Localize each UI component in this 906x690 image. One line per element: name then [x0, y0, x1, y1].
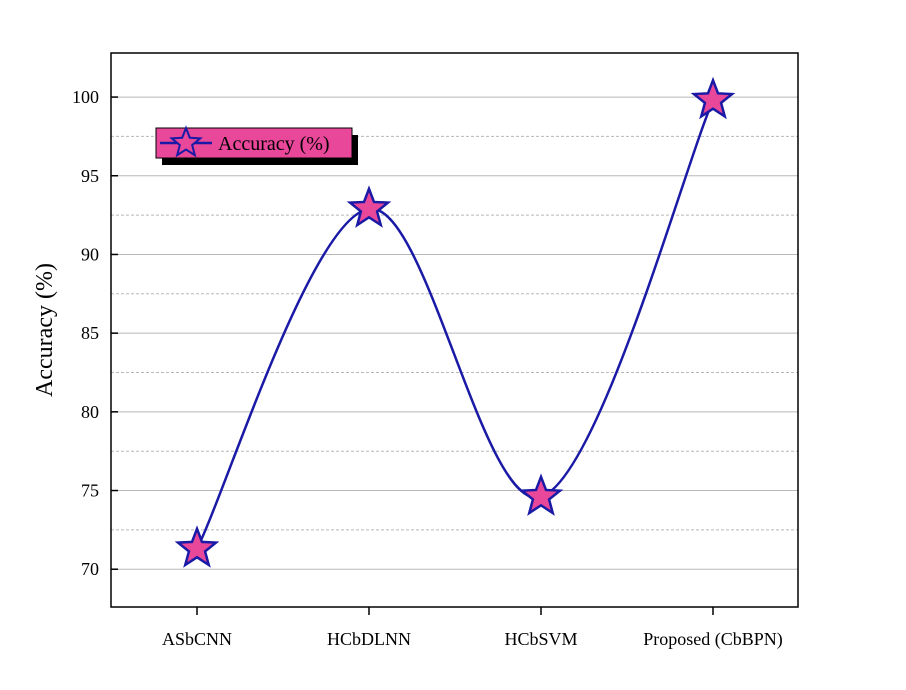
grid-lines [111, 96, 798, 570]
data-point-star [690, 76, 736, 120]
x-tick-label: ASbCNN [162, 629, 232, 649]
y-tick-label: 90 [81, 244, 99, 264]
x-tick-label: HCbSVM [504, 629, 577, 649]
legend-star-marker [169, 125, 203, 158]
y-tick-label: 70 [81, 559, 99, 579]
y-tick-label: 80 [81, 402, 99, 422]
y-tick-label: 95 [81, 166, 99, 186]
markers [174, 76, 736, 568]
y-tick-label: 75 [81, 481, 99, 501]
legend-label: Accuracy (%) [218, 133, 330, 155]
data-point-star [346, 185, 392, 228]
data-point-star [174, 525, 220, 568]
x-tick-label: HCbDLNN [327, 629, 411, 649]
y-tick-label: 100 [72, 87, 99, 107]
plot-frame [110, 52, 799, 608]
series-line [195, 99, 715, 550]
legend: Accuracy (%) [155, 125, 358, 165]
y-axis-title: Accuracy (%) [32, 263, 58, 397]
data-point-star [518, 473, 564, 516]
y-tick-label: 85 [81, 323, 99, 343]
axes: 70 75 80 85 90 95 100 ASbCNN HCbDLNN HCbSVM Propos… [72, 87, 783, 650]
x-tick-label: Proposed (CbBPN) [643, 629, 783, 650]
